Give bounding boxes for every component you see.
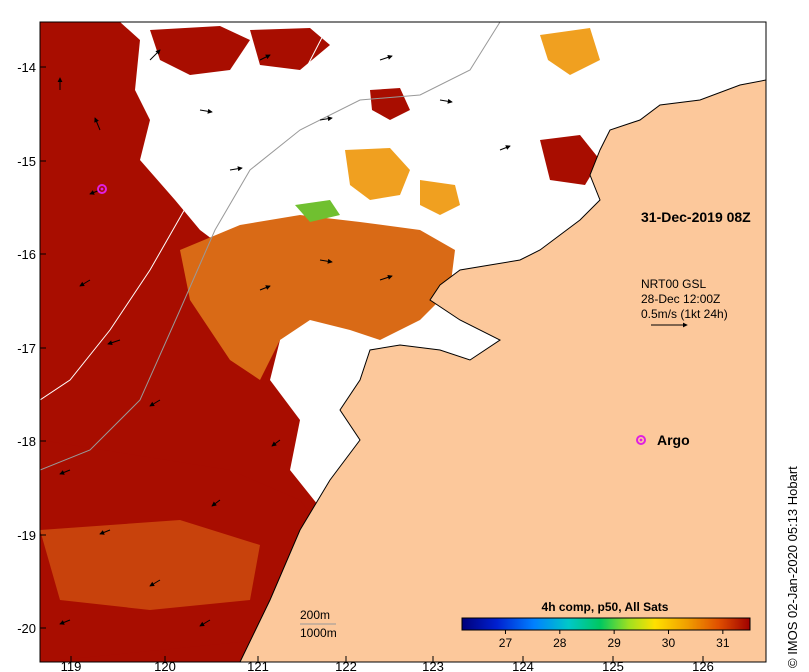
colorbar-gradient xyxy=(461,617,751,631)
y-tick-label: -14 xyxy=(17,60,36,75)
current-legend-line3: 0.5m/s (1kt 24h) xyxy=(641,307,728,321)
argo-float-2 xyxy=(636,435,646,445)
isobath-legend: 200m 1000m xyxy=(300,608,337,640)
colorbar-tick-label: 29 xyxy=(607,636,621,650)
current-legend: NRT00 GSL 28-Dec 12:00Z 0.5m/s (1kt 24h) xyxy=(641,277,728,328)
x-tick-label: 125 xyxy=(602,659,624,672)
sst-patch-ne-corner xyxy=(540,28,600,75)
current-legend-line1: NRT00 GSL xyxy=(641,277,706,291)
credit-label: © IMOS 02-Jan-2020 05:13 Hobart xyxy=(785,466,800,668)
x-tick-label: 123 xyxy=(422,659,444,672)
sst-patch-south-orange xyxy=(40,520,260,610)
land-mass xyxy=(240,80,766,662)
argo-label: Argo xyxy=(657,432,690,448)
isobath-200m-label: 200m xyxy=(300,608,330,622)
x-tick-label: 119 xyxy=(61,659,82,672)
x-tick-label: 122 xyxy=(335,659,357,672)
y-tick-label: -20 xyxy=(17,621,36,636)
isobath-1000m xyxy=(40,22,331,401)
y-axis: -14 -15 -16 -17 -18 -19 -20 xyxy=(17,60,46,636)
argo-float-1 xyxy=(97,184,107,194)
colorbar-tick-label: 30 xyxy=(662,636,676,650)
sst-patch-green xyxy=(295,200,340,222)
x-tick-label: 126 xyxy=(692,659,714,672)
y-tick-label: -16 xyxy=(17,247,36,262)
timestamp-label: 31-Dec-2019 08Z xyxy=(641,209,751,225)
y-tick-label: -15 xyxy=(17,154,36,169)
current-legend-line2: 28-Dec 12:00Z xyxy=(641,292,720,306)
colorbar-tick-label: 27 xyxy=(499,636,513,650)
x-tick-label: 120 xyxy=(154,659,176,672)
plot-frame xyxy=(39,21,767,663)
colorbar: 4h comp, p50, All Sats 27 28 29 30 31 xyxy=(461,600,751,650)
sst-patch-orange-north xyxy=(345,148,410,200)
y-tick-label: -19 xyxy=(17,528,36,543)
land-coast-islands xyxy=(239,79,766,662)
colorbar-title: 4h comp, p50, All Sats xyxy=(542,600,669,614)
y-tick-label: -18 xyxy=(17,434,36,449)
x-tick-label: 124 xyxy=(512,659,534,672)
sst-patch-kimberley xyxy=(540,135,600,185)
sst-patch-central xyxy=(180,215,455,380)
sst-patch-northwest-2 xyxy=(250,28,330,70)
y-tick-label: -17 xyxy=(17,341,36,356)
isobath-200m xyxy=(40,22,501,471)
sst-patch-mid-red xyxy=(370,88,410,120)
x-axis: 119 120 121 122 123 124 125 126 xyxy=(61,656,714,672)
isobath-1000m-label: 1000m xyxy=(300,626,337,640)
colorbar-tick-label: 28 xyxy=(553,636,567,650)
x-tick-label: 121 xyxy=(247,659,269,672)
sst-patch-orange-ne xyxy=(420,180,460,215)
colorbar-tick-label: 31 xyxy=(716,636,730,650)
sst-patch-north-west xyxy=(150,26,250,75)
